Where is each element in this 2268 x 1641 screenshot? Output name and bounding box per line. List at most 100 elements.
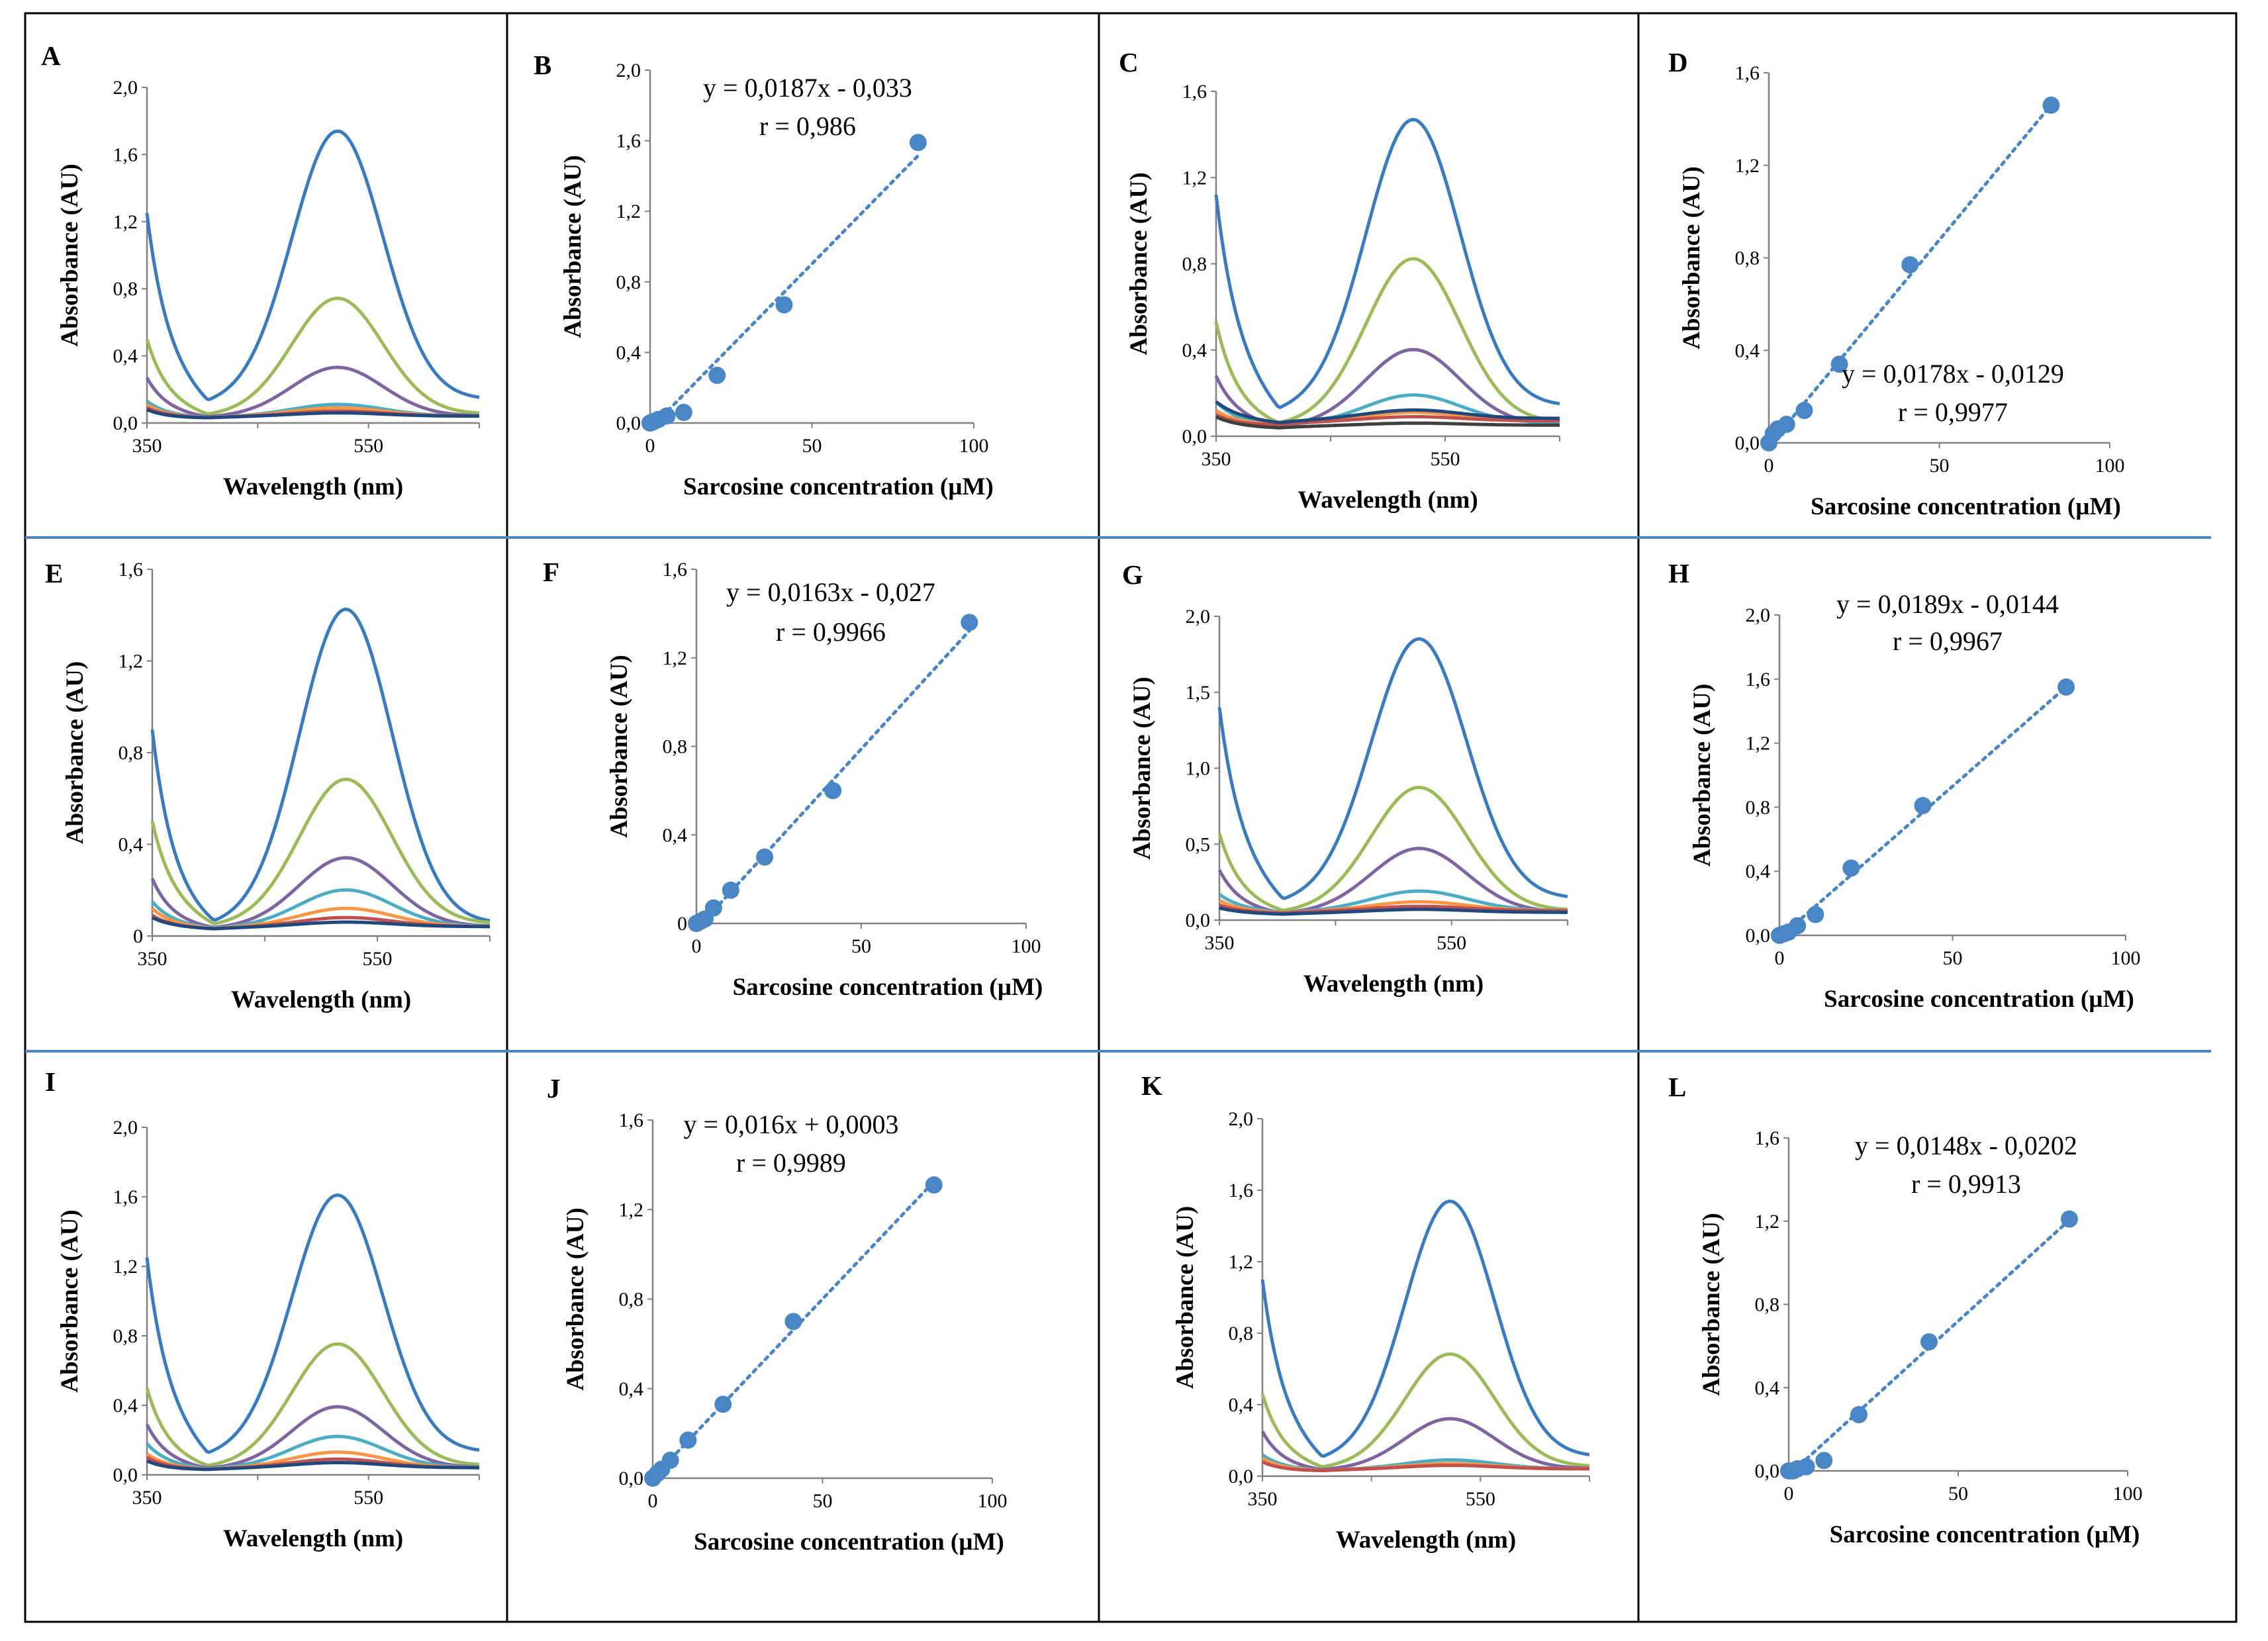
y-tick-label: 0 <box>677 913 687 935</box>
panel-letter: H <box>1668 558 1689 588</box>
y-tick-label: 0,8 <box>113 278 138 300</box>
y-tick-label: 1,6 <box>663 559 688 581</box>
y-tick-label: 0,8 <box>663 736 688 758</box>
panel-g: G 0,0 0,5 1,0 1,5 2,0 350 550 Wavelength (nm) Abs… <box>1122 559 1568 998</box>
grid-lines <box>24 12 2238 1623</box>
x-tick-label: 550 <box>354 435 383 457</box>
panel-k: K 0,0 0,4 0,8 1,2 1,6 2,0 350 550 Wavelength (nm)… <box>1141 1070 1590 1554</box>
x-axis-title: Sarcosine concentration (µM) <box>1830 1521 2140 1548</box>
y-tick-label: 0,0 <box>619 1468 644 1489</box>
y-tick-label: 2,0 <box>616 60 641 81</box>
x-axis-title: Wavelength (nm) <box>223 1525 403 1552</box>
x-tick-label: 0 <box>1764 455 1774 477</box>
y-tick-label: 0,4 <box>113 346 138 367</box>
y-tick-label: 2,0 <box>1229 1108 1254 1130</box>
data-point <box>1807 906 1824 923</box>
data-point <box>2057 678 2075 696</box>
x-tick-label: 550 <box>354 1487 383 1509</box>
x-tick-label: 100 <box>959 435 989 457</box>
y-tick-label: 1,2 <box>616 201 641 222</box>
y-tick-label: 1,6 <box>616 130 641 152</box>
y-tick-label: 1,2 <box>1229 1251 1254 1273</box>
y-tick-label: 0,4 <box>1755 1377 1780 1399</box>
spectrum-series-s7 <box>146 1459 479 1472</box>
spectrum-series-s1 <box>150 607 491 923</box>
y-tick-label: 2,0 <box>1746 604 1771 626</box>
data-point <box>1795 402 1813 420</box>
spectrum-series-s2 <box>145 1342 480 1468</box>
x-axis-title: Wavelength (nm) <box>1298 487 1478 514</box>
spectrum-series-s1 <box>1214 118 1560 410</box>
data-point <box>925 1176 943 1194</box>
x-tick-label: 100 <box>1012 935 1041 957</box>
x-axis-title: Sarcosine concentration (µM) <box>1811 493 2121 520</box>
y-tick-label: 0,0 <box>1746 925 1771 947</box>
y-tick-label: 0,8 <box>1746 796 1771 818</box>
y-tick-label: 1,6 <box>1755 1127 1780 1149</box>
y-tick-label: 0,4 <box>663 824 688 846</box>
panel-j: J 0,0 0,4 0,8 1,2 1,6 0 50 100 Sarcosine concentr… <box>547 1073 1008 1556</box>
x-tick-label: 50 <box>1948 1483 1968 1505</box>
y-tick-label: 0,0 <box>616 412 641 434</box>
data-point <box>679 1431 697 1449</box>
panel-l: L 0,0 0,4 0,8 1,2 1,6 0 50 100 Sarcosine concentr… <box>1668 1072 2143 1548</box>
spectrum-series-s2 <box>150 777 491 925</box>
y-tick-label: 1,6 <box>1229 1180 1254 1201</box>
panel-e: E 0 0,4 0,8 1,2 1,6 350 550 Wavelength (nm) Absor… <box>45 558 491 1013</box>
x-axis-title: Sarcosine concentration (µM) <box>683 473 994 500</box>
x-tick-label: 50 <box>851 935 871 957</box>
outer-border <box>24 12 2238 1623</box>
y-tick-label: 0,8 <box>118 742 144 764</box>
y-tick-label: 2,0 <box>113 1117 138 1139</box>
panel-c: C 0,0 0,4 0,8 1,2 1,6 350 550 Wavelength (nm) Abs… <box>1119 47 1560 514</box>
y-tick-label: 0,8 <box>1229 1323 1254 1344</box>
y-tick-label: 1,6 <box>113 1186 138 1208</box>
spectrum-series-s7 <box>151 916 490 931</box>
y-axis-title: Absorbance (AU) <box>1172 1206 1199 1389</box>
data-point <box>1830 355 1848 373</box>
data-point <box>784 1313 802 1331</box>
data-point <box>714 1395 732 1413</box>
x-tick-label: 50 <box>1930 455 1950 477</box>
y-tick-label: 0,8 <box>619 1289 644 1311</box>
x-tick-label: 100 <box>978 1490 1008 1512</box>
x-axis-title: Sarcosine concentration (µM) <box>1824 986 2134 1013</box>
data-point <box>1815 1452 1833 1470</box>
spectrum-series-s1 <box>1260 1199 1590 1458</box>
panel-letter: F <box>543 557 559 587</box>
data-point <box>1850 1406 1867 1424</box>
y-tick-label: 1,2 <box>113 211 138 233</box>
fit-equation: y = 0,0163x - 0,027 <box>726 577 935 607</box>
panel-d: D 0,0 0,4 0,8 1,2 1,6 0 50 100 Sarcosine concentr… <box>1668 47 2125 520</box>
data-point <box>756 848 774 866</box>
x-tick-label: 100 <box>2095 455 2125 477</box>
y-tick-label: 0,4 <box>1229 1394 1254 1416</box>
x-tick-label: 0 <box>1784 1483 1794 1505</box>
y-tick-label: 0,0 <box>1229 1466 1254 1487</box>
correlation-coefficient: r = 0,986 <box>759 111 856 141</box>
x-tick-label: 0 <box>692 935 702 957</box>
panel-letter: G <box>1122 559 1143 590</box>
panel-h: H 0,0 0,4 0,8 1,2 1,6 2,0 0 50 100 Sarcosine conce… <box>1668 558 2141 1013</box>
panel-letter: B <box>534 50 551 80</box>
y-tick-label: 0,8 <box>1735 248 1760 269</box>
data-point <box>1797 1458 1815 1476</box>
x-axis-title: Sarcosine concentration (µM) <box>694 1528 1004 1556</box>
correlation-coefficient: r = 0,9989 <box>736 1148 846 1178</box>
y-tick-label: 0,4 <box>616 342 641 363</box>
x-tick-label: 0 <box>648 1490 658 1512</box>
y-tick-label: 1,6 <box>1746 669 1771 690</box>
data-point <box>1901 256 1919 273</box>
y-tick-label: 0,0 <box>1755 1460 1780 1482</box>
fit-equation: y = 0,0148x - 0,0202 <box>1855 1131 2077 1160</box>
x-axis-title: Sarcosine concentration (µM) <box>733 974 1043 1001</box>
panel-letter: A <box>41 40 61 71</box>
data-point <box>1914 796 1932 814</box>
data-point <box>1777 416 1795 434</box>
y-tick-label: 0,0 <box>1182 426 1207 447</box>
data-point <box>1920 1333 1938 1351</box>
panel-letter: D <box>1668 47 1688 77</box>
panel-i: I 0,0 0,4 0,8 1,2 1,6 2,0 350 550 Wavelength (nm)… <box>45 1066 480 1552</box>
trend-line <box>1791 1218 2071 1473</box>
